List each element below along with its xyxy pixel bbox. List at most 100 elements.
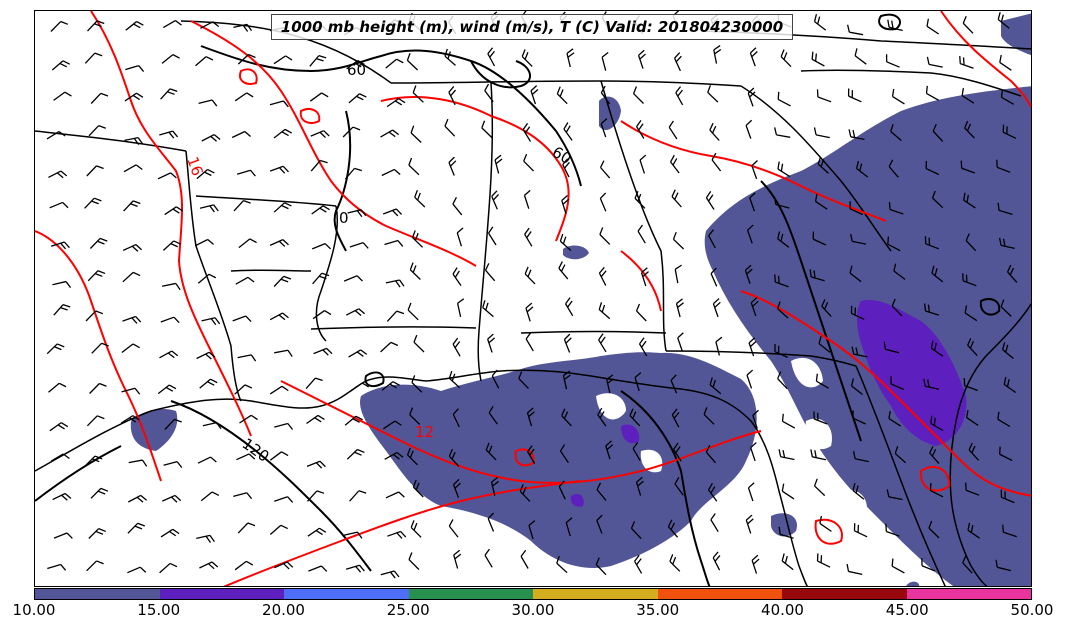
wind-barb: [53, 91, 72, 101]
wind-barb: [967, 338, 978, 357]
wind-barb: [448, 519, 459, 538]
wind-barb: [348, 93, 367, 104]
map-borders: [35, 20, 1031, 586]
wind-barb: [961, 87, 975, 104]
wind-barb: [525, 332, 534, 352]
wind-barb: [160, 316, 180, 324]
wind-barb: [848, 129, 865, 141]
precip-gap-4: [805, 418, 832, 450]
wind-barb: [196, 351, 216, 360]
wind-barb: [380, 129, 400, 138]
wind-barb: [409, 407, 421, 425]
map-canvas: 60 60 120 0 16 12: [35, 11, 1031, 586]
wind-barb: [444, 118, 456, 137]
wind-barb: [965, 482, 980, 496]
wind-barb: [813, 127, 830, 139]
wind-barb: [746, 369, 754, 389]
wind-barb: [409, 262, 421, 280]
wind-barb: [121, 387, 141, 395]
wind-barb: [598, 266, 607, 286]
wind-barb: [199, 561, 219, 570]
wind-barb: [924, 303, 940, 316]
wind-barb: [491, 369, 500, 389]
wind-barb: [382, 208, 403, 217]
wind-barb: [311, 242, 332, 250]
wind-barb: [197, 273, 217, 284]
wind-barb: [893, 263, 906, 280]
wind-barb: [890, 124, 902, 142]
wind-barb: [1002, 124, 1017, 139]
wind-barb: [671, 189, 682, 208]
wind-barb: [159, 350, 179, 359]
wind-barb: [161, 282, 181, 291]
wind-barb: [487, 333, 496, 353]
wind-barb: [559, 444, 569, 463]
wind-barb: [348, 349, 368, 358]
wind-barb: [408, 157, 420, 176]
height-contour-60-west: [333, 110, 352, 252]
wind-barb: [237, 53, 256, 65]
wind-barb: [123, 200, 141, 212]
colorbar-ticks: 10.00 15.00 20.00 25.00 30.00 35.00 40.00 45.00…: [0, 601, 1065, 631]
wind-barb: [448, 156, 457, 176]
wind-barb: [667, 519, 679, 538]
wind-barb: [273, 275, 292, 287]
wind-barb: [452, 267, 462, 286]
wind-barb: [195, 56, 214, 67]
precip-region-cells-3: [906, 581, 920, 586]
wind-barb: [199, 378, 218, 389]
wind-barb: [343, 531, 363, 539]
wind-barb: [630, 521, 642, 539]
wind-barb: [346, 308, 366, 317]
wind-barb: [456, 227, 464, 247]
wind-barb: [566, 48, 575, 68]
contour-label-height-60-b: 60: [549, 143, 575, 168]
wind-barb: [53, 532, 73, 539]
wind-barb: [411, 230, 424, 248]
wind-barb: [888, 410, 902, 427]
wind-barb: [891, 298, 903, 317]
wind-barb: [89, 382, 107, 394]
wind-barb: [854, 48, 867, 65]
wind-barb: [88, 527, 107, 539]
precip-region-carolina: [1001, 13, 1031, 56]
wind-barb: [162, 240, 181, 251]
wind-barb: [852, 451, 869, 463]
wind-barb: [84, 455, 103, 467]
wind-barb: [780, 49, 792, 68]
wind-barb: [162, 20, 182, 29]
wind-barb: [997, 12, 1010, 29]
precip-region-texas-bands: [130, 409, 178, 451]
wind-barb: [269, 524, 288, 535]
wind-barb: [849, 201, 864, 216]
wind-barb: [490, 477, 499, 496]
temp-contour-ne: [940, 11, 1031, 109]
wind-barb: [777, 91, 791, 107]
height-contour-120-fl: [760, 180, 862, 442]
wind-barb: [237, 522, 256, 534]
wind-barb: [494, 154, 503, 174]
temp-contour-loop-2: [514, 448, 535, 467]
precip-gaps: [596, 357, 867, 519]
colorbar-tick-label: 20.00: [262, 601, 305, 619]
wind-barb: [750, 442, 757, 462]
wind-barb: [346, 448, 365, 460]
wind-barb: [963, 192, 976, 209]
wind-barb: [634, 372, 642, 392]
coastline-gulf: [35, 369, 808, 586]
wind-barb: [121, 343, 140, 354]
wind-barb: [629, 408, 641, 427]
wind-barb: [157, 172, 177, 180]
wind-barb: [563, 122, 573, 141]
wind-barb: [86, 165, 104, 177]
wind-barb: [888, 201, 904, 215]
wind-barb: [520, 549, 529, 569]
wind-barb: [995, 559, 1012, 572]
wind-barb: [46, 343, 65, 355]
temp-contour-far-se: [919, 466, 951, 492]
wind-barb: [201, 134, 221, 142]
wind-barb: [997, 411, 1011, 428]
wind-barb: [600, 118, 608, 138]
wind-barb: [406, 447, 418, 466]
map-frame: 60 60 120 0 16 12: [34, 10, 1032, 587]
